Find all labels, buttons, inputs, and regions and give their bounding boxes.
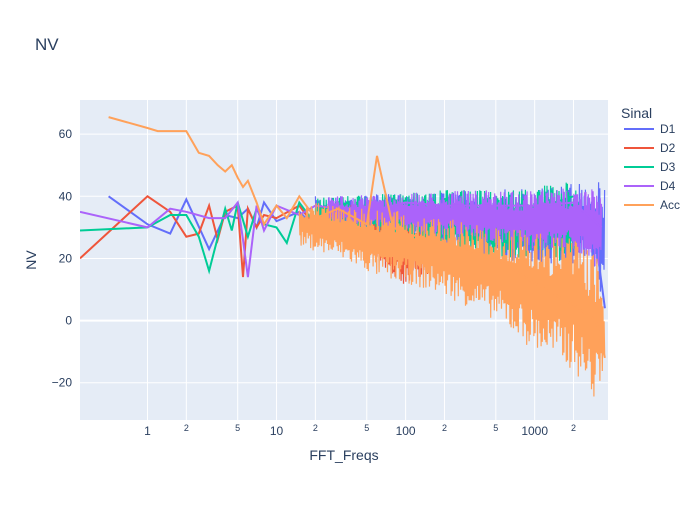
x-minor-tick-label: 2 <box>571 423 576 433</box>
legend-label: D4 <box>660 179 676 193</box>
legend-item-d1[interactable]: D1 <box>624 122 676 136</box>
series-acc <box>108 116 606 397</box>
series-band-acc <box>298 203 606 397</box>
x-minor-tick-label: 5 <box>364 423 369 433</box>
legend[interactable]: Sinal D1 D2 D3 D4 Acc <box>621 105 680 212</box>
y-tick-label: 20 <box>59 251 73 265</box>
legend-items[interactable]: D1 D2 D3 D4 Acc <box>624 122 680 212</box>
chart-title: NV <box>35 35 59 54</box>
x-minor-tick-label: 2 <box>184 423 189 433</box>
legend-item-acc[interactable]: Acc <box>624 198 680 212</box>
x-tick-label: 10 <box>270 424 284 438</box>
legend-label: D1 <box>660 122 676 136</box>
legend-item-d3[interactable]: D3 <box>624 160 676 174</box>
series-line-acc <box>108 116 606 359</box>
legend-label: D3 <box>660 160 676 174</box>
x-minor-tick-label: 2 <box>313 423 318 433</box>
series-line-d4 <box>80 200 603 278</box>
y-tick-label: 0 <box>65 314 72 328</box>
y-tick-label: 60 <box>59 127 73 141</box>
legend-label: D2 <box>660 141 676 155</box>
legend-item-d4[interactable]: D4 <box>624 179 676 193</box>
x-tick-label: 100 <box>396 424 416 438</box>
y-tick-label: −20 <box>52 376 73 390</box>
x-minor-tick-label: 5 <box>235 423 240 433</box>
series-layer <box>80 116 606 397</box>
y-axis-label: NV <box>23 250 39 270</box>
x-minor-tick-label: 2 <box>442 423 447 433</box>
y-tick-label: 40 <box>59 189 73 203</box>
series-d4 <box>80 188 603 278</box>
legend-item-d2[interactable]: D2 <box>624 141 676 155</box>
x-minor-tick-label: 5 <box>493 423 498 433</box>
tick-layer: −20 0 20 40 60 1 10 100 1000 2 5 2 5 2 5 2 <box>52 127 576 438</box>
x-axis-label: FFT_Freqs <box>309 447 378 463</box>
legend-title: Sinal <box>621 105 652 121</box>
x-tick-label: 1000 <box>521 424 548 438</box>
x-tick-label: 1 <box>144 424 151 438</box>
legend-label: Acc <box>660 198 680 212</box>
